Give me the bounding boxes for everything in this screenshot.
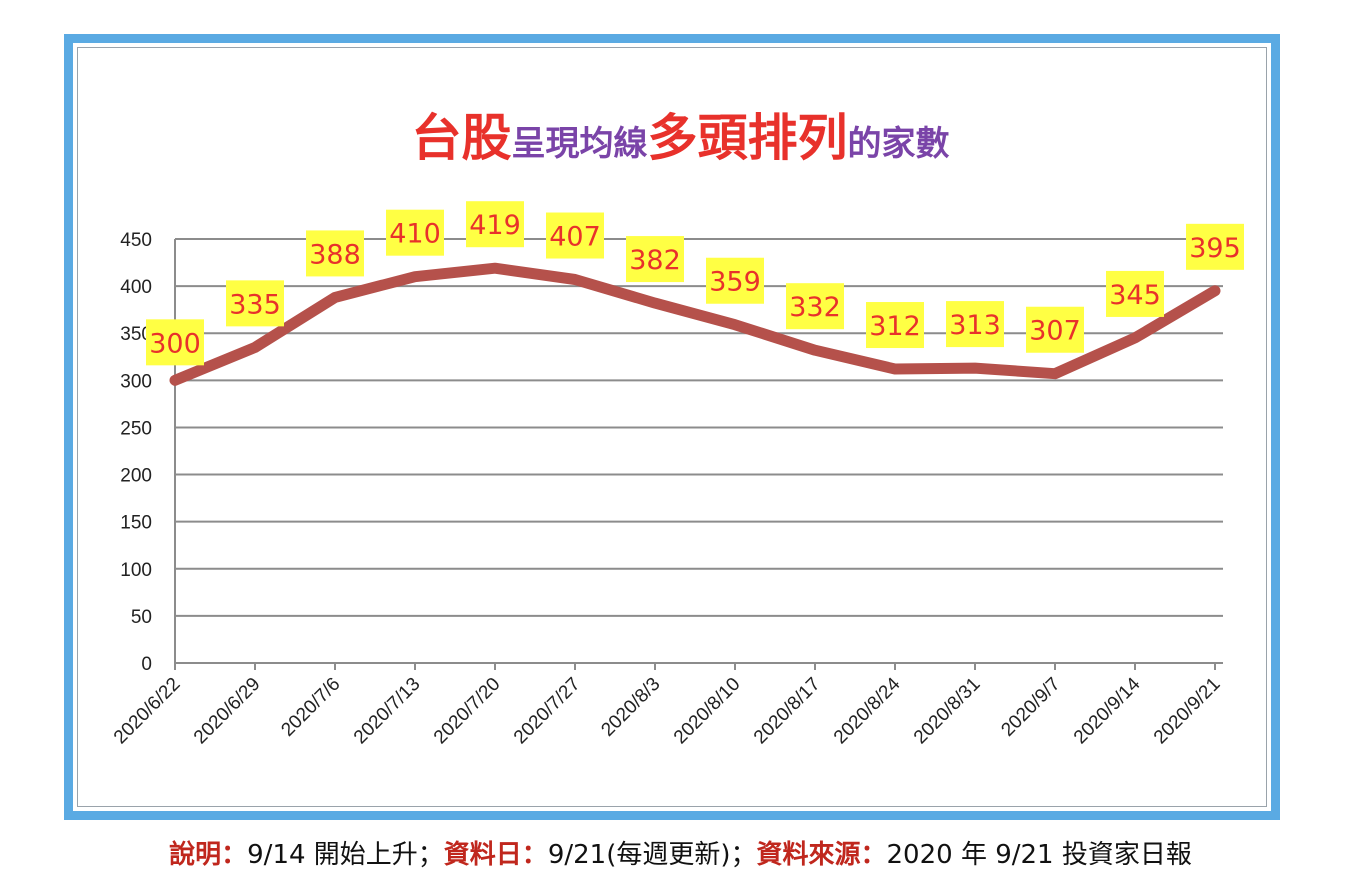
y-tick-label: 350: [120, 324, 152, 345]
x-tick-label: 2020/7/13: [350, 674, 425, 749]
data-label: 359: [709, 267, 761, 298]
title-part-3: 多頭排列: [647, 109, 848, 167]
caption-text-source: 2020 年 9/21 投資家日報: [886, 840, 1192, 870]
x-tick-label: 2020/8/17: [750, 674, 825, 749]
chart-frame-inner-border: [77, 47, 1267, 807]
data-label-box: [706, 257, 764, 304]
x-tick-label: 2020/8/24: [830, 673, 905, 748]
caption-label-date: 資料日：: [443, 840, 548, 870]
data-label: 345: [1109, 280, 1161, 311]
title-part-4: 的家數: [847, 124, 950, 164]
data-label: 395: [1189, 233, 1241, 264]
data-label: 312: [869, 311, 921, 342]
data-label-box: [946, 301, 1004, 348]
caption-text-date: 9/21(每週更新)；: [547, 840, 757, 870]
data-label-box: [626, 236, 684, 283]
chart-title: 台股呈現均線多頭排列的家數: [0, 98, 1361, 170]
y-tick-label: 400: [120, 277, 152, 298]
title-part-2: 呈現均線: [511, 124, 648, 164]
y-tick-label: 250: [120, 418, 152, 439]
series-line: [169, 262, 1221, 386]
data-label: 335: [229, 289, 281, 320]
x-tick-label: 2020/7/27: [510, 674, 585, 749]
data-label: 407: [549, 222, 601, 253]
x-tick-label: 2020/9/14: [1070, 673, 1145, 748]
data-label-box: [1186, 223, 1244, 270]
data-label: 332: [789, 292, 841, 323]
data-label: 313: [949, 310, 1001, 341]
x-tick-label: 2020/7/20: [430, 674, 505, 749]
data-label: 388: [309, 239, 361, 270]
y-tick-label: 100: [120, 560, 152, 581]
data-label-box: [1106, 270, 1164, 317]
data-label-box: [546, 212, 604, 259]
title-part-1: 台股: [411, 109, 512, 167]
data-label-box: [466, 201, 524, 248]
data-label-box: [1026, 306, 1084, 353]
source-caption: 說明：9/14 開始上升；資料日：9/21(每週更新)；資料來源：2020 年 …: [0, 834, 1361, 871]
data-label-box: [226, 280, 284, 327]
data-label: 419: [469, 210, 521, 241]
y-tick-label: 0: [141, 654, 152, 675]
caption-label-source: 資料來源：: [756, 840, 887, 870]
y-tick-label: 50: [131, 607, 152, 628]
x-tick-label: 2020/7/6: [277, 674, 344, 741]
x-tick-label: 2020/9/21: [1150, 674, 1225, 749]
y-tick-label: 200: [120, 466, 152, 487]
data-label-box: [146, 319, 204, 366]
x-tick-label: 2020/8/31: [910, 674, 985, 749]
data-label-box: [786, 283, 844, 330]
data-label-box: [866, 302, 924, 349]
y-tick-label: 450: [120, 230, 152, 251]
data-label: 300: [149, 328, 201, 359]
data-label: 307: [1029, 316, 1081, 347]
x-tick-label: 2020/9/7: [997, 674, 1064, 741]
x-tick-label: 2020/6/29: [190, 674, 265, 749]
x-tick-label: 2020/8/3: [597, 674, 664, 741]
x-tick-label: 2020/8/10: [670, 674, 745, 749]
y-tick-label: 300: [120, 371, 152, 392]
data-label: 410: [389, 219, 441, 250]
y-tick-label: 150: [120, 513, 152, 534]
caption-text-note: 9/14 開始上升；: [247, 840, 444, 870]
data-label-box: [306, 230, 364, 277]
x-tick-label: 2020/6/22: [110, 674, 185, 749]
data-label-box: [386, 209, 444, 256]
data-label: 382: [629, 245, 681, 276]
caption-label-note: 說明：: [169, 840, 248, 870]
